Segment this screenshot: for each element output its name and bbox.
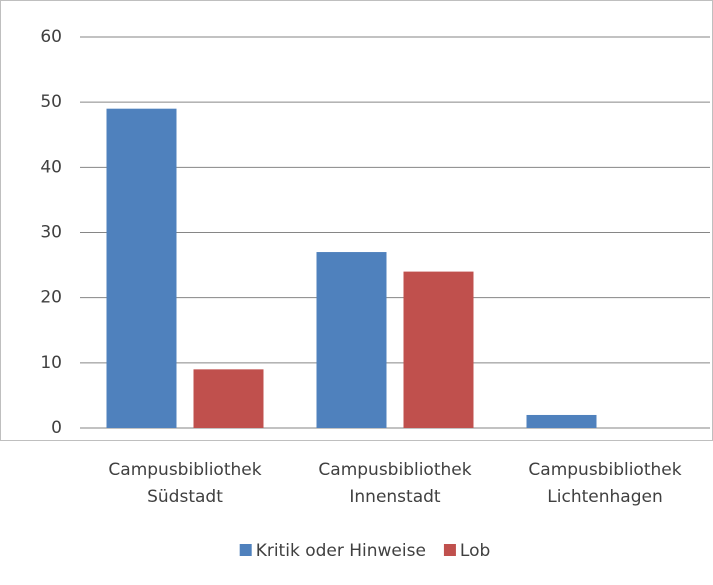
legend-label: Lob	[460, 541, 490, 561]
y-tick-label: 30	[40, 223, 62, 243]
legend-label: Kritik oder Hinweise	[256, 541, 426, 561]
y-tick-label: 60	[40, 27, 62, 47]
bar	[193, 369, 264, 428]
bar	[106, 108, 177, 428]
y-tick-label: 40	[40, 157, 62, 177]
y-tick-label: 50	[40, 92, 62, 112]
bar	[403, 271, 474, 428]
y-tick-label: 20	[40, 288, 62, 308]
legend-swatch	[239, 544, 252, 556]
x-tick-label: Campusbibliothek Lichtenhagen	[528, 460, 681, 507]
legend-swatch	[443, 544, 456, 556]
y-tick-label: 10	[40, 353, 62, 373]
y-tick-label: 0	[51, 418, 62, 438]
bar	[316, 252, 387, 428]
x-tick-label: Campusbibliothek Innenstadt	[318, 460, 471, 507]
bar	[526, 414, 597, 428]
x-tick-label: Campusbibliothek Südstadt	[108, 460, 261, 507]
legend: Kritik oder Hinweise Lob	[239, 541, 490, 561]
